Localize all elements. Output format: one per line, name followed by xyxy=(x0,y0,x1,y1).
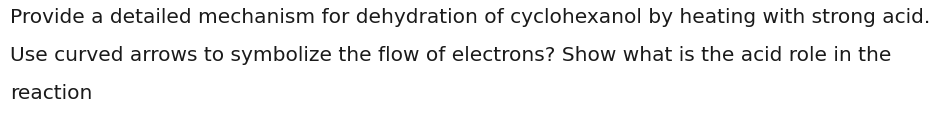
Text: Use curved arrows to symbolize the flow of electrons? Show what is the acid role: Use curved arrows to symbolize the flow … xyxy=(10,46,890,65)
Text: reaction: reaction xyxy=(10,84,93,103)
Text: Provide a detailed mechanism for dehydration of cyclohexanol by heating with str: Provide a detailed mechanism for dehydra… xyxy=(10,8,929,27)
